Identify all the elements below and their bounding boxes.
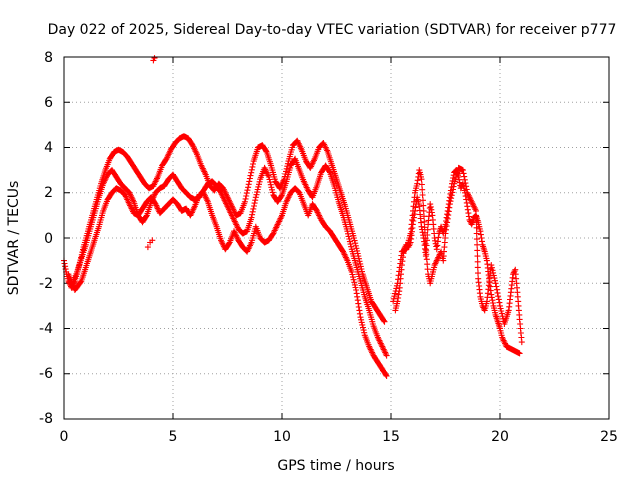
x-tick-label: 15 [382, 429, 400, 445]
y-tick-label: 2 [44, 185, 53, 201]
x-tick-label: 25 [600, 429, 618, 445]
x-tick-label: 5 [169, 429, 178, 445]
series-track-right-2 [390, 164, 525, 346]
plus-markers [61, 133, 388, 325]
y-tick-label: -6 [39, 366, 53, 382]
plus-markers [65, 185, 390, 379]
x-tick-labels: 0 5 10 15 20 25 [60, 429, 618, 445]
plus-markers [390, 164, 525, 346]
series-track-lower [65, 185, 390, 379]
y-tick-labels: -8 -6 -4 -2 0 2 4 6 8 [39, 50, 53, 427]
x-tick-label: 0 [60, 429, 69, 445]
x-axis-label: GPS time / hours [277, 458, 394, 474]
series-track-upper [61, 133, 388, 325]
y-axis-label: SDTVAR / TECUs [6, 181, 22, 296]
x-tick-label: 10 [273, 429, 291, 445]
y-tick-label: 4 [44, 140, 53, 156]
series-track-right [392, 167, 523, 357]
x-tick-label: 20 [491, 429, 509, 445]
data-points [61, 55, 525, 379]
plot-frame [63, 56, 610, 420]
plus-markers [144, 55, 158, 251]
y-tick-label: -4 [39, 321, 53, 337]
y-tick-label: 0 [44, 231, 53, 247]
y-tick-label: 8 [44, 50, 53, 66]
series-isolated [144, 55, 158, 251]
plus-markers [392, 167, 523, 357]
y-tick-label: -8 [39, 411, 53, 427]
y-tick-label: 6 [44, 95, 53, 111]
y-tick-label: -2 [39, 276, 53, 292]
chart-title: Day 022 of 2025, Sidereal Day-to-day VTE… [48, 22, 617, 38]
